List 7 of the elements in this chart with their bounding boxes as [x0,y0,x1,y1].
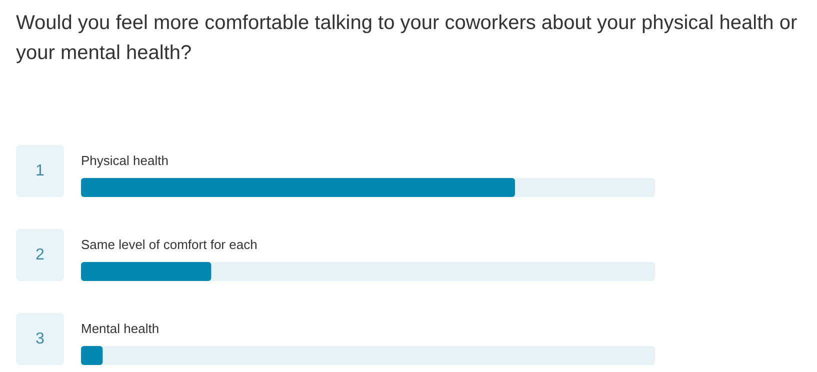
number-box: 3 [16,313,64,365]
y-tick-label: Physical health [81,153,168,168]
y-tick-label: Same level of comfort for each [81,237,258,252]
chart-title: Would you feel more comfortable talking to your coworkers about your physical health or your mental health? [16,11,798,66]
number-box: 2 [16,229,64,281]
y-tick-label: Mental health [81,321,160,336]
number-box: 1 [16,145,64,197]
